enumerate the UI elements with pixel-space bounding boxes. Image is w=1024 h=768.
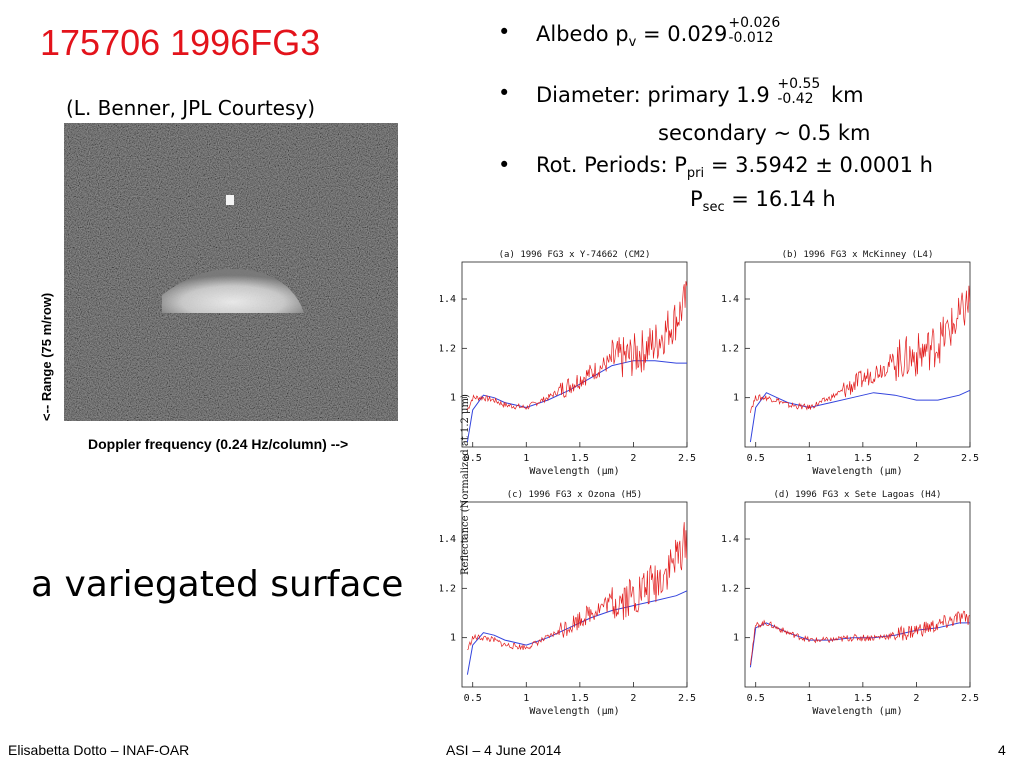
y-tick-label: 1.2 <box>721 583 739 594</box>
x-tick-label: 2 <box>913 453 919 464</box>
spectrum-title: (a) 1996 FG3 x Y-74662 (CM2) <box>499 250 651 260</box>
radar-image <box>64 123 398 421</box>
x-tick-label: 0.5 <box>464 693 482 704</box>
spectrum-xlabel: Wavelength (μm) <box>529 466 619 477</box>
spectrum-title: (c) 1996 FG3 x Ozona (H5) <box>507 490 642 500</box>
radar-ylabel: <-- Range (75 m/row) <box>39 292 54 421</box>
x-tick-label: 2.5 <box>678 453 696 464</box>
x-tick-label: 2 <box>630 693 636 704</box>
y-tick-label: 1 <box>450 633 456 644</box>
asteroid-spectrum <box>467 281 688 411</box>
y-tick-label: 1 <box>450 393 456 404</box>
albedo-text: Albedo pv = 0.029 +0.026 -0.012 <box>536 15 781 51</box>
radar-credit: (L. Benner, JPL Courtesy) <box>66 96 316 120</box>
spectrum-xlabel: Wavelength (μm) <box>812 466 902 477</box>
spectrum-frame <box>744 261 971 448</box>
radar-xlabel: Doppler frequency (0.24 Hz/column) --> <box>88 436 349 452</box>
surface-caption: a variegated surface <box>31 564 404 605</box>
spectrum-xlabel: Wavelength (μm) <box>529 706 619 717</box>
x-tick-label: 1 <box>523 693 529 704</box>
x-tick-label: 2 <box>913 693 919 704</box>
y-tick-label: 1.2 <box>440 343 456 354</box>
asteroid-spectrum <box>750 610 970 666</box>
x-tick-label: 2.5 <box>961 453 979 464</box>
x-tick-label: 1 <box>806 453 812 464</box>
page-number: 4 <box>998 742 1006 758</box>
x-tick-label: 1.5 <box>854 693 872 704</box>
y-tick-label: 1.4 <box>721 294 739 305</box>
x-tick-label: 0.5 <box>464 453 482 464</box>
y-tick-label: 1 <box>733 633 739 644</box>
y-tick-label: 1.4 <box>440 534 456 545</box>
spectra-ylabel: Reflectance (Normalized at 1.2 μm) <box>460 394 471 575</box>
bullet-glyph: • <box>498 20 511 44</box>
y-tick-label: 1.4 <box>440 294 456 305</box>
x-tick-label: 1.5 <box>854 453 872 464</box>
spectrum-frame <box>744 501 971 688</box>
meteorite-spectrum <box>749 389 971 443</box>
x-tick-label: 1.5 <box>571 693 589 704</box>
diameter-text: Diameter: primary 1.9 +0.55 -0.42 km <box>536 76 864 108</box>
x-tick-label: 2.5 <box>678 693 696 704</box>
footer-author: Elisabetta Dotto – INAF-OAR <box>8 742 190 758</box>
x-tick-label: 1 <box>806 693 812 704</box>
footer-event: ASI – 4 June 2014 <box>446 742 562 758</box>
y-tick-label: 1.2 <box>721 343 739 354</box>
spectrum-title: (b) 1996 FG3 x McKinney (L4) <box>782 250 934 260</box>
x-tick-label: 0.5 <box>747 693 765 704</box>
x-tick-label: 1 <box>523 453 529 464</box>
y-tick-label: 1.4 <box>721 534 739 545</box>
slide-title: 175706 1996FG3 <box>40 22 321 63</box>
asteroid-spectrum <box>467 522 688 651</box>
periods-text: Rot. Periods: Ppri = 3.5942 ± 0.0001 h <box>536 153 933 182</box>
x-tick-label: 2 <box>630 453 636 464</box>
y-tick-label: 1 <box>733 393 739 404</box>
meteorite-spectrum <box>466 360 687 443</box>
x-tick-label: 2.5 <box>961 693 979 704</box>
periods-secondary: Psec = 16.14 h <box>690 187 836 216</box>
spectrum-frame <box>461 501 688 688</box>
spectrum-title: (d) 1996 FG3 x Sete Lagoas (H4) <box>774 490 942 500</box>
y-tick-label: 1.2 <box>440 583 456 594</box>
meteorite-spectrum <box>466 590 688 675</box>
x-tick-label: 0.5 <box>747 453 765 464</box>
bullet-glyph: • <box>498 153 511 177</box>
spectra-figure: Reflectance (Normalized at 1.2 μm) (a) 19… <box>440 250 979 717</box>
bullet-glyph: • <box>498 81 511 105</box>
x-tick-label: 1.5 <box>571 453 589 464</box>
spectrum-frame <box>461 261 688 448</box>
spectrum-xlabel: Wavelength (μm) <box>812 706 902 717</box>
asteroid-spectrum <box>750 285 971 413</box>
diameter-secondary: secondary ~ 0.5 km <box>658 121 871 145</box>
